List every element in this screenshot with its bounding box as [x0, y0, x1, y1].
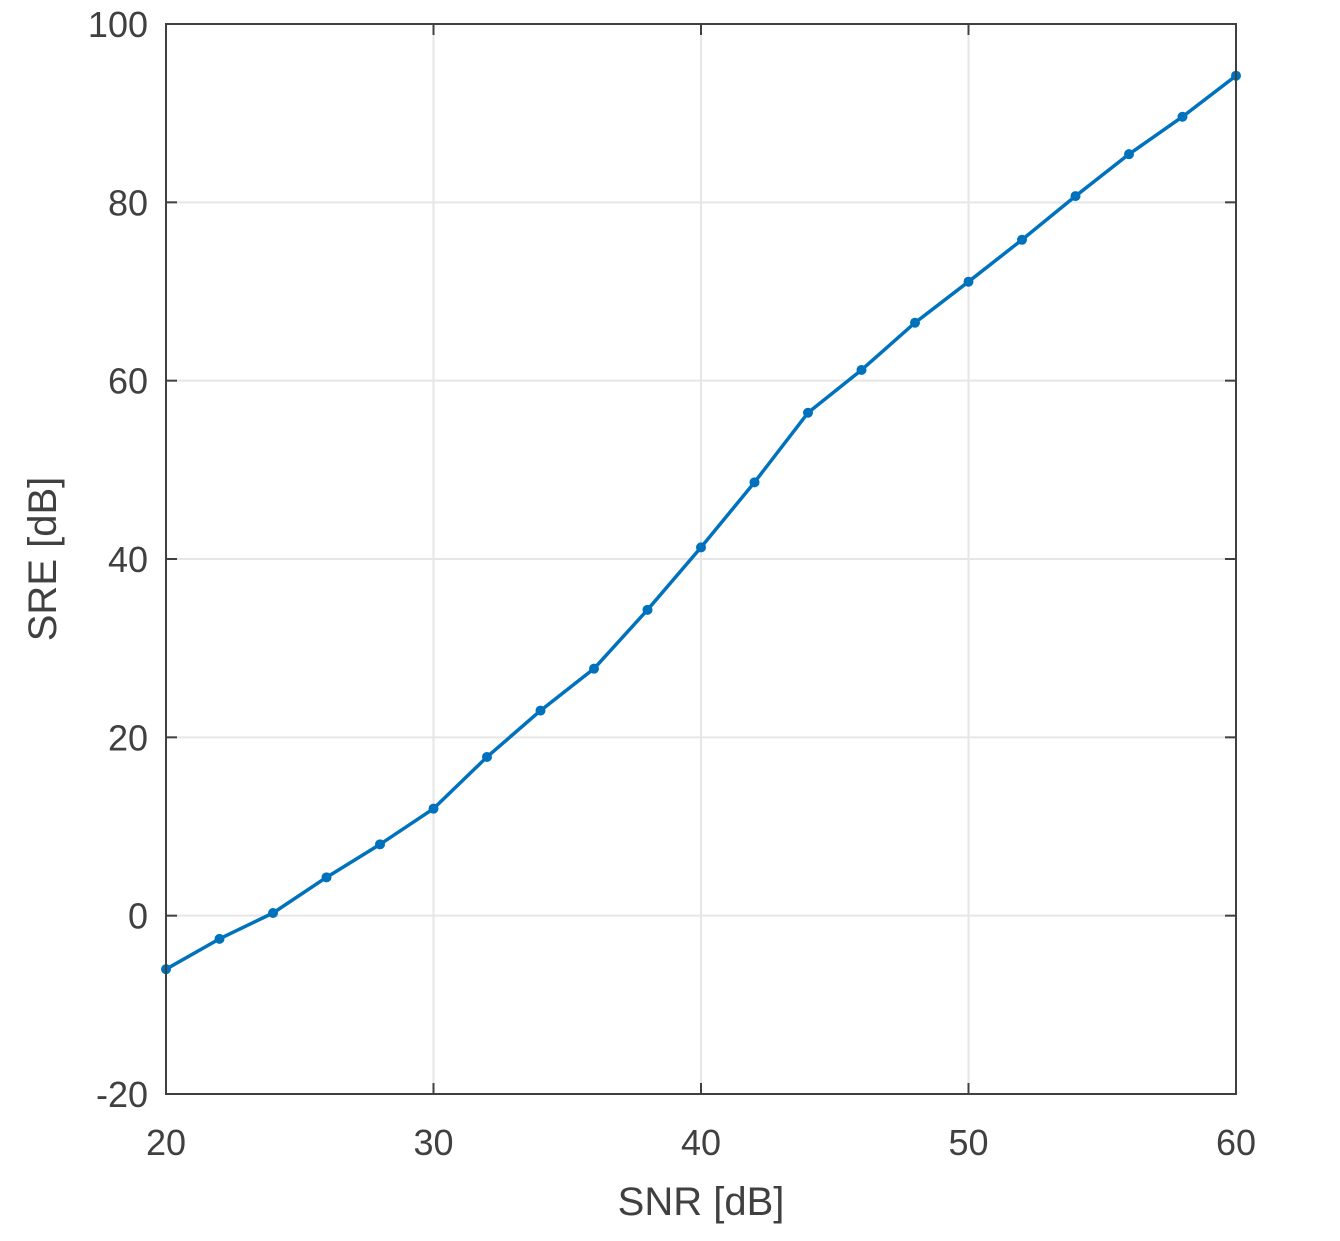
y-tick-label: 20: [108, 717, 148, 758]
data-point: [642, 604, 653, 615]
data-point: [749, 477, 760, 488]
data-point: [375, 839, 385, 850]
x-tick-label: 20: [146, 1122, 186, 1163]
data-point: [910, 317, 920, 328]
x-axis-label: SNR [dB]: [618, 1180, 785, 1224]
y-tick-label: 80: [108, 182, 148, 223]
data-point: [214, 933, 225, 944]
data-point: [268, 907, 278, 918]
grid-lines: [166, 24, 1236, 1094]
data-point: [535, 705, 546, 716]
y-tick-label: 0: [128, 896, 148, 937]
data-point: [963, 276, 974, 287]
y-tick-label: 40: [108, 539, 148, 580]
x-tick-label: 30: [413, 1122, 453, 1163]
y-axis-label: SRE [dB]: [21, 477, 65, 642]
data-point: [321, 872, 332, 883]
data-point: [482, 751, 492, 762]
data-point: [1177, 111, 1188, 122]
x-tick-label: 40: [681, 1122, 721, 1163]
data-point: [856, 364, 867, 375]
y-tick-label: -20: [96, 1074, 148, 1115]
data-point: [589, 663, 599, 674]
data-point: [1070, 191, 1081, 202]
y-tick-label: 100: [88, 4, 148, 45]
axis-ticks: 20 30 40 50 60 -20 0 20 40 60 80 100: [88, 4, 1256, 1163]
data-point: [1124, 149, 1134, 160]
data-point: [803, 407, 813, 418]
data-point: [696, 542, 706, 553]
x-tick-label: 60: [1216, 1122, 1256, 1163]
data-point: [428, 803, 439, 814]
data-series: [161, 70, 1241, 975]
x-tick-label: 50: [948, 1122, 988, 1163]
y-tick-label: 60: [108, 361, 148, 402]
data-point: [1017, 234, 1027, 245]
